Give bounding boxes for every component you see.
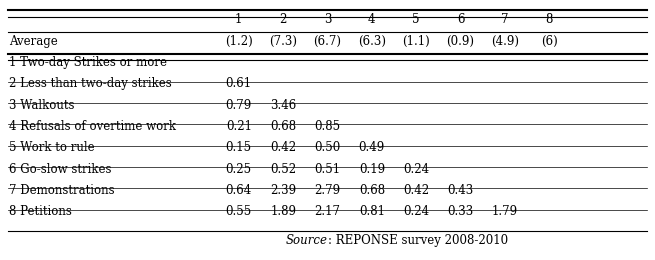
Text: 0.15: 0.15: [226, 141, 252, 154]
Text: (1.1): (1.1): [402, 35, 430, 48]
Text: 0.50: 0.50: [314, 141, 341, 154]
Text: 0.64: 0.64: [226, 184, 252, 197]
Text: 0.43: 0.43: [447, 184, 474, 197]
Text: 5: 5: [413, 13, 420, 26]
Text: 0.68: 0.68: [270, 120, 296, 133]
Text: 0.79: 0.79: [226, 99, 252, 112]
Text: 0.33: 0.33: [447, 205, 474, 218]
Text: 1.89: 1.89: [270, 205, 296, 218]
Text: 0.51: 0.51: [314, 163, 341, 176]
Text: (6.7): (6.7): [314, 35, 341, 48]
Text: 0.42: 0.42: [270, 141, 296, 154]
Text: 0.24: 0.24: [403, 205, 429, 218]
Text: 1 Two-day Strikes or more: 1 Two-day Strikes or more: [9, 56, 167, 69]
Text: Source: Source: [286, 234, 328, 247]
Text: (1.2): (1.2): [225, 35, 253, 48]
Text: 0.61: 0.61: [226, 77, 252, 90]
Text: 0.21: 0.21: [226, 120, 252, 133]
Text: 2: 2: [280, 13, 287, 26]
Text: (4.9): (4.9): [491, 35, 519, 48]
Text: 0.52: 0.52: [270, 163, 296, 176]
Text: 2 Less than two-day strikes: 2 Less than two-day strikes: [9, 77, 172, 90]
Text: 0.49: 0.49: [359, 141, 385, 154]
Text: 0.68: 0.68: [359, 184, 385, 197]
Text: 2.17: 2.17: [314, 205, 341, 218]
Text: 4 Refusals of overtime work: 4 Refusals of overtime work: [9, 120, 176, 133]
Text: 7: 7: [501, 13, 509, 26]
Text: (6): (6): [541, 35, 557, 48]
Text: 1.79: 1.79: [492, 205, 518, 218]
Text: 3 Walkouts: 3 Walkouts: [9, 99, 75, 112]
Text: (7.3): (7.3): [269, 35, 297, 48]
Text: 4: 4: [368, 13, 375, 26]
Text: 2.79: 2.79: [314, 184, 341, 197]
Text: 6 Go-slow strikes: 6 Go-slow strikes: [9, 163, 112, 176]
Text: 2.39: 2.39: [270, 184, 296, 197]
Text: 0.85: 0.85: [314, 120, 341, 133]
Text: 8 Petitions: 8 Petitions: [9, 205, 72, 218]
Text: 0.81: 0.81: [359, 205, 385, 218]
Text: 0.25: 0.25: [226, 163, 252, 176]
Text: 0.55: 0.55: [226, 205, 252, 218]
Text: 1: 1: [235, 13, 242, 26]
Text: (6.3): (6.3): [358, 35, 386, 48]
Text: (0.9): (0.9): [447, 35, 475, 48]
Text: 0.24: 0.24: [403, 163, 429, 176]
Text: 0.42: 0.42: [403, 184, 429, 197]
Text: 3: 3: [324, 13, 331, 26]
Text: Average: Average: [9, 35, 58, 48]
Text: 8: 8: [546, 13, 553, 26]
Text: 5 Work to rule: 5 Work to rule: [9, 141, 95, 154]
Text: 6: 6: [457, 13, 464, 26]
Text: 0.19: 0.19: [359, 163, 385, 176]
Text: 3.46: 3.46: [270, 99, 296, 112]
Text: 7 Demonstrations: 7 Demonstrations: [9, 184, 115, 197]
Text: : REPONSE survey 2008-2010: : REPONSE survey 2008-2010: [328, 234, 508, 247]
